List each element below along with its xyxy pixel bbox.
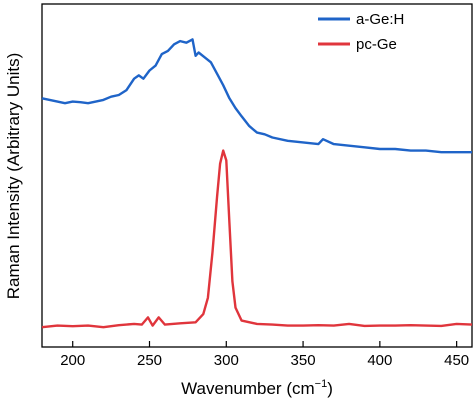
series-line-a-ge-h <box>41 38 472 154</box>
series-line-pc-ge <box>41 149 473 329</box>
y-axis-label: Raman Intensity (Arbitrary Units) <box>4 53 23 300</box>
x-axis-label-base: Wavenumber (cm <box>181 379 315 398</box>
x-tick-label: 400 <box>367 352 392 369</box>
x-tick-label: 450 <box>444 352 469 369</box>
legend: a-Ge:H pc-Ge <box>318 11 404 53</box>
x-axis-label-close: ) <box>327 379 333 398</box>
x-tick-label: 300 <box>214 352 239 369</box>
x-axis-label-superscript: −1 <box>315 378 328 390</box>
legend-label-pc-ge: pc-Ge <box>356 36 397 53</box>
series-layer <box>41 38 473 329</box>
x-tick-label: 200 <box>60 352 85 369</box>
x-tick-label: 350 <box>291 352 316 369</box>
x-axis-label: Wavenumber (cm−1) <box>181 378 333 398</box>
legend-label-a-ge-h: a-Ge:H <box>356 11 404 28</box>
x-axis-ticks: 200 250 300 350 400 450 <box>60 341 469 369</box>
plot-frame <box>41 3 473 348</box>
x-tick-label: 250 <box>137 352 162 369</box>
